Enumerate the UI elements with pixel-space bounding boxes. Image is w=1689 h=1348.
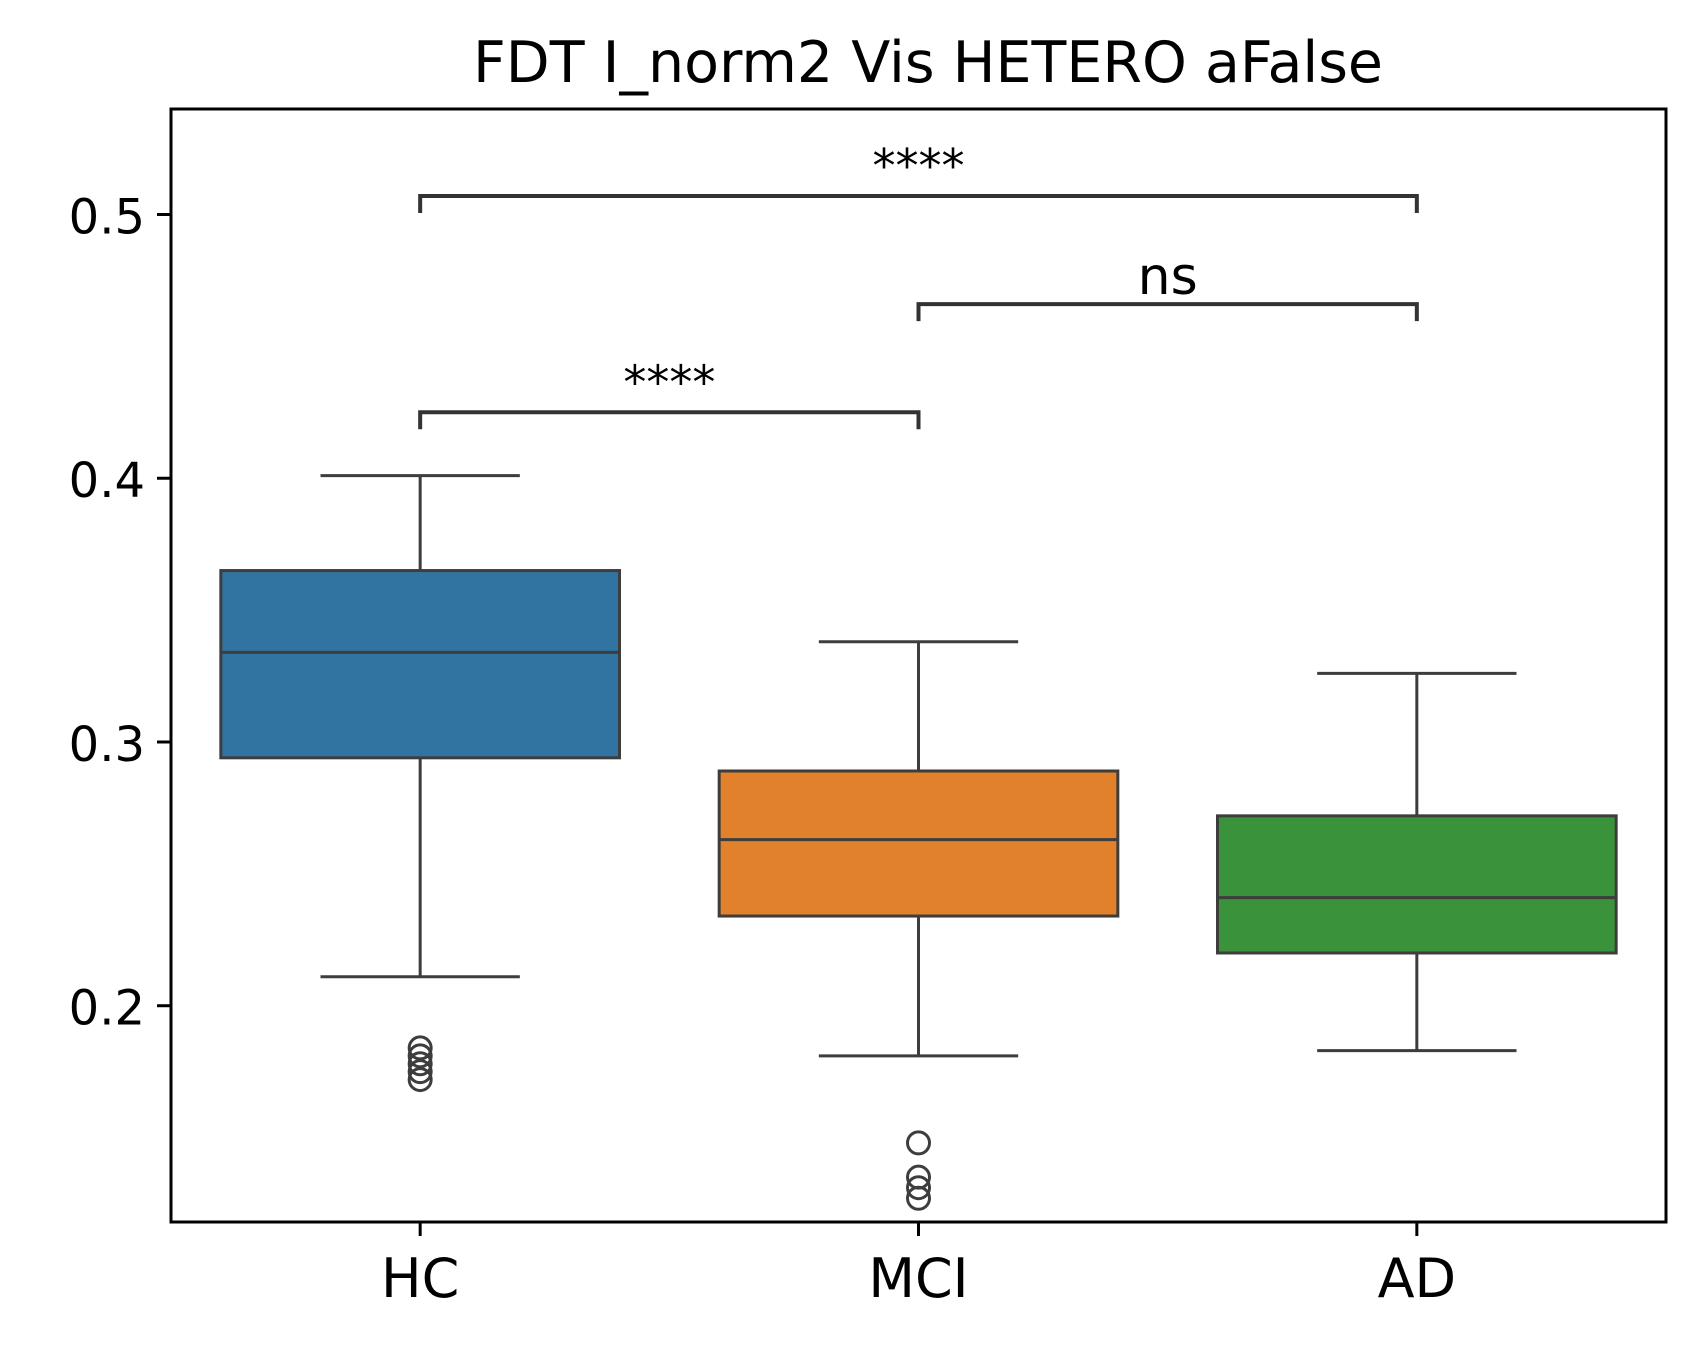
- box-ad: [1216, 814, 1618, 955]
- significance-bracket: [418, 194, 1419, 214]
- box-mci: [717, 769, 1120, 918]
- outlier-point: [407, 1035, 433, 1061]
- y-tick-label: 0.4: [69, 453, 145, 509]
- outlier-point: [407, 1067, 433, 1093]
- outlier-point: [906, 1185, 931, 1211]
- y-tick-label: 0.2: [69, 981, 145, 1037]
- significance-label: ****: [623, 355, 715, 409]
- x-tick-label: HC: [381, 1247, 459, 1310]
- significance-label: ****: [873, 139, 965, 193]
- y-tick-label: 0.5: [69, 189, 145, 245]
- outlier-point: [407, 1059, 433, 1085]
- outlier-point: [407, 1043, 433, 1069]
- outlier-point: [407, 1051, 433, 1077]
- significance-bracket: [418, 410, 921, 430]
- x-tick-label: AD: [1378, 1247, 1457, 1310]
- plot-area: 0.2 0.3 0.4 0.5 HC MCI AD **** ns ****: [69, 139, 1618, 1310]
- y-tick-label: 0.3: [69, 717, 145, 773]
- chart-title: FDT I_norm2 Vis HETERO aFalse: [473, 30, 1383, 96]
- outlier-point: [906, 1175, 931, 1201]
- significance-bracket: [916, 302, 1419, 322]
- outlier-point: [906, 1130, 931, 1156]
- box-hc: [219, 569, 621, 760]
- plot-frame: [169, 107, 1668, 1224]
- x-tick-label: MCI: [868, 1247, 968, 1310]
- significance-label: ns: [1138, 247, 1198, 307]
